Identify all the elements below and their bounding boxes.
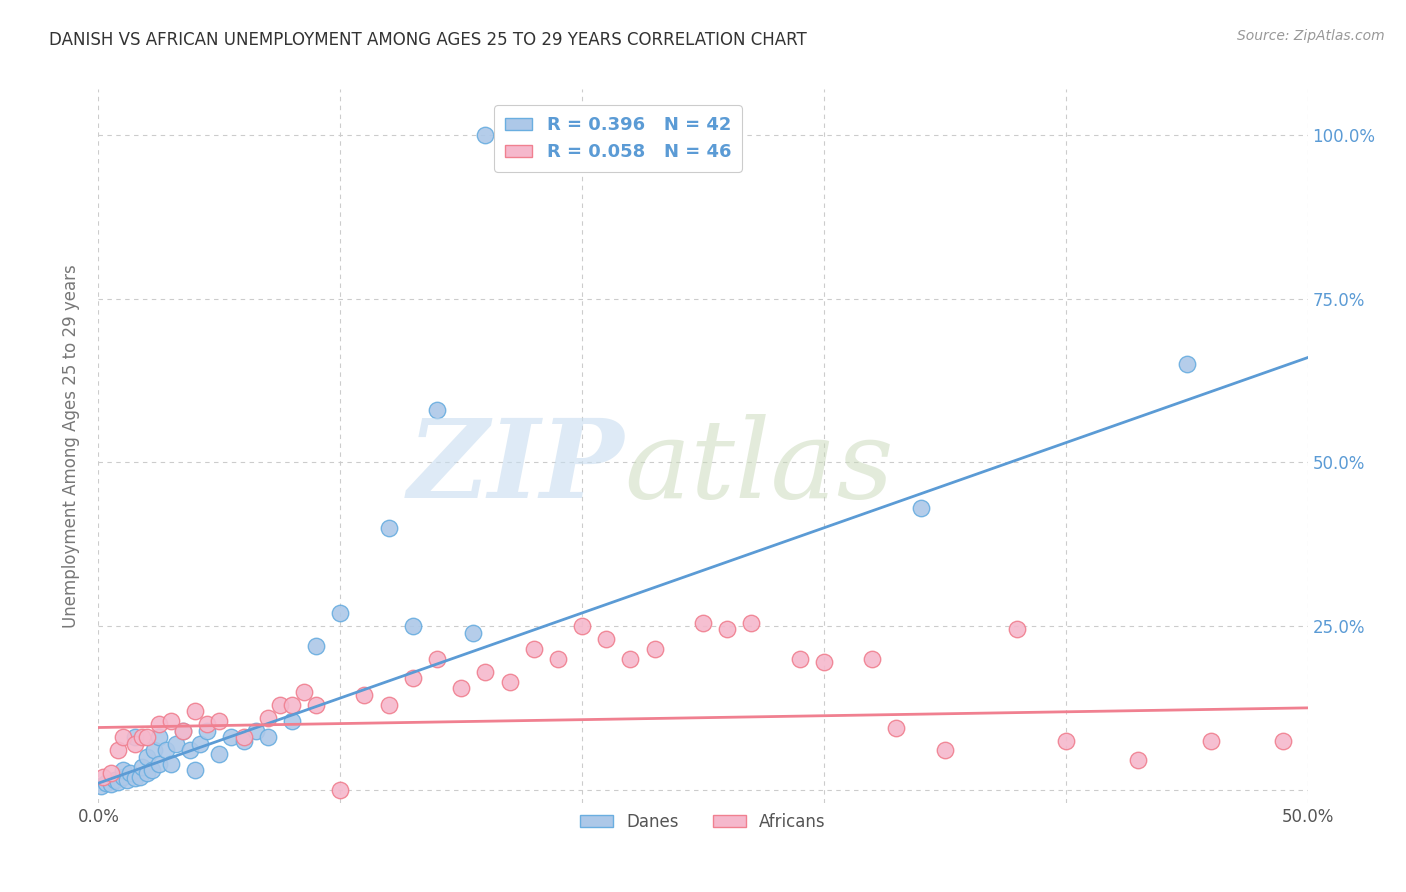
Point	[135, 750, 157, 764]
Point	[195, 723, 218, 738]
Point	[124, 731, 146, 745]
Point	[91, 770, 114, 784]
Point	[523, 642, 546, 657]
Point	[426, 652, 449, 666]
Point	[179, 743, 201, 757]
Text: DANISH VS AFRICAN UNEMPLOYMENT AMONG AGES 25 TO 29 YEARS CORRELATION CHART: DANISH VS AFRICAN UNEMPLOYMENT AMONG AGE…	[49, 31, 807, 49]
Point	[160, 714, 183, 728]
Point	[148, 717, 170, 731]
Point	[281, 714, 304, 728]
Point	[692, 615, 714, 630]
Point	[1272, 733, 1295, 747]
Point	[111, 731, 134, 745]
Point	[107, 775, 129, 789]
Point	[232, 731, 254, 745]
Point	[571, 619, 593, 633]
Point	[160, 756, 183, 771]
Point	[172, 723, 194, 738]
Point	[353, 688, 375, 702]
Point	[148, 731, 170, 745]
Legend: Danes, Africans: Danes, Africans	[574, 806, 832, 838]
Point	[107, 743, 129, 757]
Point	[910, 501, 932, 516]
Point	[165, 737, 187, 751]
Point	[619, 652, 641, 666]
Point	[188, 737, 211, 751]
Point	[595, 632, 617, 647]
Point	[305, 698, 328, 712]
Point	[474, 665, 496, 679]
Point	[1007, 623, 1029, 637]
Point	[463, 625, 485, 640]
Point	[1054, 733, 1077, 747]
Point	[118, 766, 141, 780]
Point	[474, 128, 496, 142]
Point	[128, 770, 150, 784]
Point	[94, 776, 117, 790]
Point	[208, 714, 231, 728]
Point	[245, 723, 267, 738]
Point	[141, 763, 163, 777]
Point	[148, 756, 170, 771]
Point	[143, 743, 166, 757]
Point	[124, 771, 146, 785]
Point	[135, 731, 157, 745]
Point	[402, 672, 425, 686]
Point	[934, 743, 956, 757]
Y-axis label: Unemployment Among Ages 25 to 29 years: Unemployment Among Ages 25 to 29 years	[62, 264, 80, 628]
Point	[716, 623, 738, 637]
Point	[184, 763, 207, 777]
Point	[377, 521, 399, 535]
Point	[644, 642, 666, 657]
Point	[402, 619, 425, 633]
Point	[232, 733, 254, 747]
Text: Source: ZipAtlas.com: Source: ZipAtlas.com	[1237, 29, 1385, 43]
Point	[131, 731, 153, 745]
Text: atlas: atlas	[624, 414, 894, 521]
Point	[329, 782, 352, 797]
Point	[269, 698, 291, 712]
Point	[886, 721, 908, 735]
Point	[450, 681, 472, 696]
Point	[111, 763, 134, 777]
Point	[281, 698, 304, 712]
Point	[789, 652, 811, 666]
Point	[131, 760, 153, 774]
Point	[498, 674, 520, 689]
Point	[426, 403, 449, 417]
Point	[111, 770, 134, 784]
Point	[155, 743, 177, 757]
Point	[100, 766, 122, 780]
Point	[292, 684, 315, 698]
Point	[256, 711, 278, 725]
Point	[172, 723, 194, 738]
Point	[1199, 733, 1222, 747]
Point	[90, 780, 112, 794]
Point	[1128, 753, 1150, 767]
Point	[208, 747, 231, 761]
Point	[100, 777, 122, 791]
Point	[740, 615, 762, 630]
Point	[377, 698, 399, 712]
Point	[221, 731, 243, 745]
Point	[195, 717, 218, 731]
Point	[547, 652, 569, 666]
Text: ZIP: ZIP	[408, 414, 624, 521]
Point	[329, 606, 352, 620]
Point	[135, 766, 157, 780]
Point	[117, 772, 139, 787]
Point	[184, 704, 207, 718]
Point	[860, 652, 883, 666]
Point	[305, 639, 328, 653]
Point	[124, 737, 146, 751]
Point	[256, 731, 278, 745]
Point	[104, 772, 127, 787]
Point	[1175, 357, 1198, 371]
Point	[813, 655, 835, 669]
